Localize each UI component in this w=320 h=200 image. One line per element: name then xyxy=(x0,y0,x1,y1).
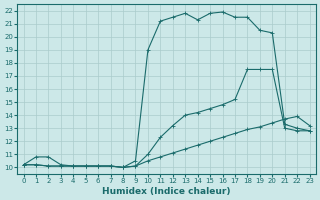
X-axis label: Humidex (Indice chaleur): Humidex (Indice chaleur) xyxy=(102,187,231,196)
